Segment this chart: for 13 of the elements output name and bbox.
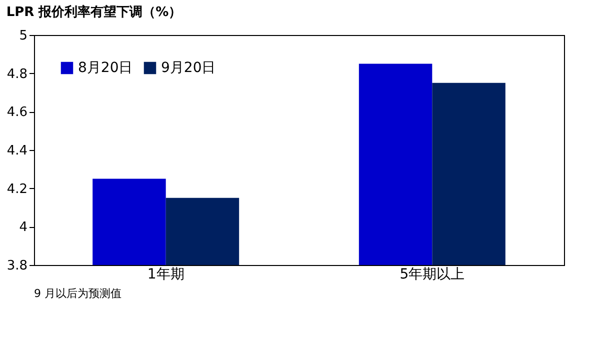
y-tick-label: 5: [19, 28, 28, 44]
text: 9 月以后为预测值: [34, 287, 122, 300]
legend-label: 9月20日: [161, 60, 216, 76]
y-tick-label: 4.4: [6, 144, 28, 158]
y-tick-label: 4.8: [6, 66, 28, 82]
x-tick-label: 1年期: [147, 266, 184, 282]
y-tick-label: 4.6: [6, 105, 28, 120]
x-tick-label: 5年期以上: [400, 266, 465, 282]
legend-label: 8月20日: [78, 60, 133, 76]
y-tick-label: 4: [19, 220, 28, 236]
chart-title: LPR 报价利率有望下调（%）: [6, 4, 182, 20]
y-tick-label: 3.8: [6, 258, 28, 274]
y-tick-label: 4.2: [6, 182, 28, 197]
